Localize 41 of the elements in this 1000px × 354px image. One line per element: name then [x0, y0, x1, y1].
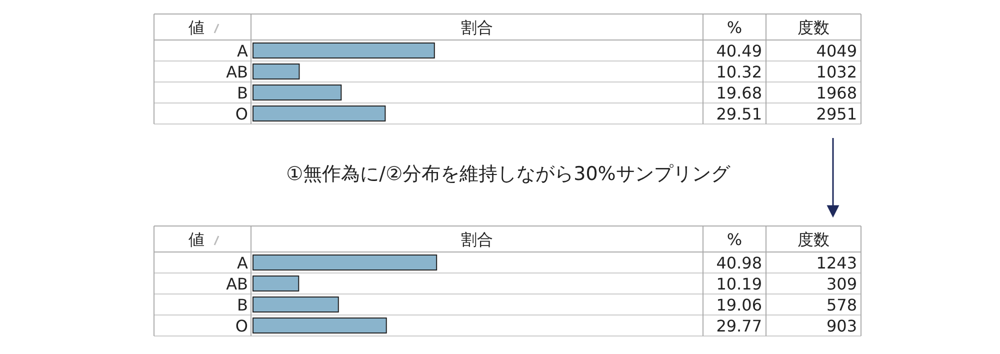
data-label: 10.32	[716, 62, 762, 82]
y-tick-label: B	[237, 296, 248, 314]
text: 度数	[798, 230, 830, 249]
data-label: 40.49	[716, 42, 762, 60]
chart-title: ①無作為に/②分布を維持しながら30%サンプリング	[286, 163, 731, 185]
data-label: 29.77	[716, 316, 762, 336]
y-tick-label: O	[235, 104, 248, 124]
text: 903	[826, 316, 857, 336]
text: 度数	[798, 18, 830, 37]
y-tick-label: AB	[226, 274, 248, 294]
data-label: 29.51	[716, 104, 762, 124]
data-label: 19.68	[716, 84, 762, 102]
text: 1243	[816, 254, 857, 272]
x-axis-title: 割合	[461, 230, 493, 249]
text: %	[726, 230, 742, 249]
y-tick-label: A	[237, 42, 248, 60]
text: %	[726, 18, 742, 37]
bar	[252, 42, 435, 58]
bar	[252, 276, 300, 292]
bar	[252, 254, 438, 270]
text: 309	[826, 274, 857, 294]
y-tick-label: AB	[226, 62, 248, 82]
data-label: 10.19	[716, 274, 762, 294]
y-tick-label: O	[235, 316, 248, 336]
text: 4049	[816, 42, 857, 60]
bar	[252, 64, 300, 80]
data-label: 40.98	[716, 254, 762, 272]
data-label: 19.06	[716, 296, 762, 314]
text: 578	[826, 296, 857, 314]
text: 2951	[816, 104, 857, 124]
bar	[252, 318, 387, 334]
bar	[252, 84, 342, 100]
y-tick-label: B	[237, 84, 248, 102]
bar	[252, 106, 386, 122]
text: 1032	[816, 62, 857, 82]
x-axis-title: 割合	[461, 18, 493, 37]
bar	[252, 296, 339, 312]
text: 1968	[816, 84, 857, 102]
y-tick-label: A	[237, 254, 248, 272]
y-axis-title: 値	[188, 18, 204, 37]
y-axis-title: 値	[188, 230, 204, 249]
